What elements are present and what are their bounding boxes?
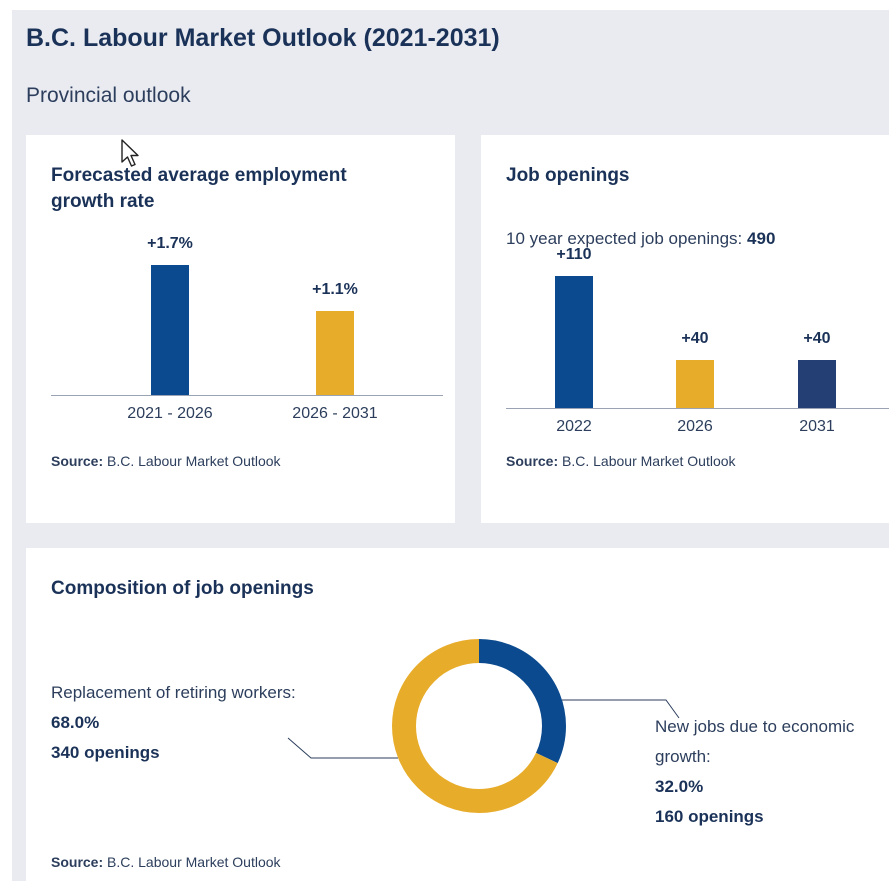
growth-card-title: Forecasted average employment growth rat…	[51, 163, 347, 215]
replacement-leader-line	[287, 737, 398, 759]
jobs-tick-label-1: 2022	[556, 418, 592, 435]
new-jobs-label-line2: growth:	[655, 747, 711, 766]
jobs-card-title: Job openings	[506, 165, 630, 186]
growth-bar-value-label-1: +1.7%	[147, 235, 193, 252]
jobs-source: Source: B.C. Labour Market Outlook	[506, 453, 736, 469]
growth-card-title-line1: Forecasted average employment	[51, 165, 347, 186]
growth-tick-label-2: 2026 - 2031	[292, 405, 378, 422]
jobs-bar-value-label-1: +110	[556, 246, 592, 263]
growth-rate-chart: +1.7% 2021 - 2026 +1.1% 2026 - 2031	[26, 135, 455, 435]
replacement-label: Replacement of retiring workers:	[51, 683, 296, 702]
jobs-bar-2	[676, 360, 714, 408]
job-openings-chart: +110 2022 +40 2026 +40 2031	[481, 135, 889, 445]
job-openings-card: Job openings 10 year expected job openin…	[481, 135, 889, 523]
page-title: B.C. Labour Market Outlook (2021-2031)	[26, 24, 500, 52]
composition-source-label: Source:	[51, 854, 104, 870]
jobs-bar-value-label-2: +40	[681, 330, 709, 347]
jobs-tick-label-3: 2031	[799, 418, 835, 435]
growth-source-label: Source:	[51, 453, 104, 469]
jobs-bar-value-label-3: +40	[803, 330, 831, 347]
jobs-total-label: 10 year expected job openings:	[506, 229, 743, 248]
growth-axis-line	[51, 395, 443, 396]
replacement-annotation: Replacement of retiring workers: 68.0% 3…	[51, 678, 296, 768]
jobs-total-value: 490	[747, 229, 776, 248]
new-jobs-percent: 32.0%	[655, 777, 704, 796]
composition-source-text: B.C. Labour Market Outlook	[107, 854, 281, 870]
new-jobs-leader-line	[562, 699, 680, 719]
jobs-source-text: B.C. Labour Market Outlook	[562, 453, 736, 469]
composition-card-title: Composition of job openings	[51, 578, 314, 599]
new-jobs-openings: 160 openings	[655, 807, 764, 826]
replacement-openings: 340 openings	[51, 743, 160, 762]
jobs-total: 10 year expected job openings: 490	[506, 229, 775, 249]
growth-source-text: B.C. Labour Market Outlook	[107, 453, 281, 469]
page-subtitle: Provincial outlook	[26, 84, 191, 107]
growth-card-title-line2: growth rate	[51, 191, 155, 212]
growth-bar-2	[316, 310, 354, 395]
composition-donut-chart	[287, 639, 680, 813]
composition-card: Composition of job openings Replacement …	[26, 548, 889, 881]
jobs-bar-1	[555, 276, 593, 408]
growth-bar-1	[151, 265, 189, 395]
jobs-axis-line	[506, 408, 889, 409]
replacement-percent: 68.0%	[51, 713, 100, 732]
new-jobs-label-line1: New jobs due to economic	[655, 717, 855, 736]
new-jobs-annotation: New jobs due to economic growth: 32.0% 1…	[655, 712, 854, 832]
page-background: B.C. Labour Market Outlook (2021-2031) P…	[12, 10, 889, 881]
donut-slice-2	[392, 639, 566, 813]
growth-tick-label-1: 2021 - 2026	[127, 405, 213, 422]
jobs-source-label: Source:	[506, 453, 559, 469]
mouse-cursor-icon	[121, 139, 139, 167]
jobs-tick-label-2: 2026	[677, 418, 713, 435]
growth-source: Source: B.C. Labour Market Outlook	[51, 453, 281, 469]
jobs-bar-3	[798, 360, 836, 408]
growth-bar-value-label-2: +1.1%	[312, 280, 358, 298]
growth-rate-card: Forecasted average employment growth rat…	[26, 135, 455, 523]
composition-source: Source: B.C. Labour Market Outlook	[51, 854, 281, 870]
